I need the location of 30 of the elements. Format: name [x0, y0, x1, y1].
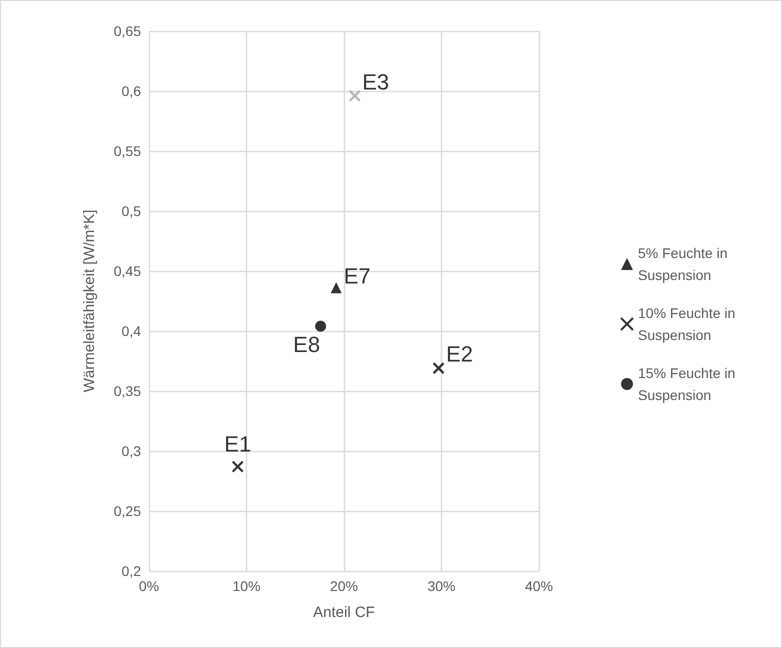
y-tick-label: 0,45 [114, 263, 142, 279]
y-tick-label: 0,35 [114, 383, 142, 399]
legend-label: 10% Feuchte in Suspension [638, 305, 740, 343]
y-tick-label: 0,3 [122, 443, 142, 459]
y-tick-label: 0,5 [122, 203, 142, 219]
point [232, 460, 244, 473]
y-tick-label: 0,4 [122, 323, 142, 339]
x-tick-label: 40% [524, 578, 554, 594]
y-tick-label: 0,25 [114, 503, 142, 519]
point [330, 282, 342, 294]
y-tick-label: 0,2 [122, 563, 142, 579]
point [348, 90, 361, 102]
x-tick-label: 10% [232, 578, 261, 594]
x-tick-label: 30% [427, 578, 456, 594]
x-tick-label: 20% [330, 578, 358, 594]
y-tick-label: 0,6 [122, 83, 142, 99]
point [315, 320, 326, 332]
annotation: E8 [293, 332, 320, 358]
annotation: E2 [446, 342, 473, 367]
point [432, 362, 445, 374]
x-tick-label: 0% [138, 578, 160, 594]
y-tick-label: 0,55 [114, 143, 142, 159]
legend-label: 5% Feuchte in Suspension [638, 245, 732, 283]
annotation: E3 [362, 69, 390, 94]
y-axis-title: Wärmeleitfähigkeit [W/m*K] [81, 210, 98, 392]
x-axis-title: Anteil CF [313, 604, 375, 621]
annotation: E7 [344, 263, 371, 288]
y-tick-label: 0,65 [114, 23, 142, 39]
annotation: E1 [224, 432, 252, 457]
legend-label: 15% Feuchte in Suspension [638, 365, 740, 403]
